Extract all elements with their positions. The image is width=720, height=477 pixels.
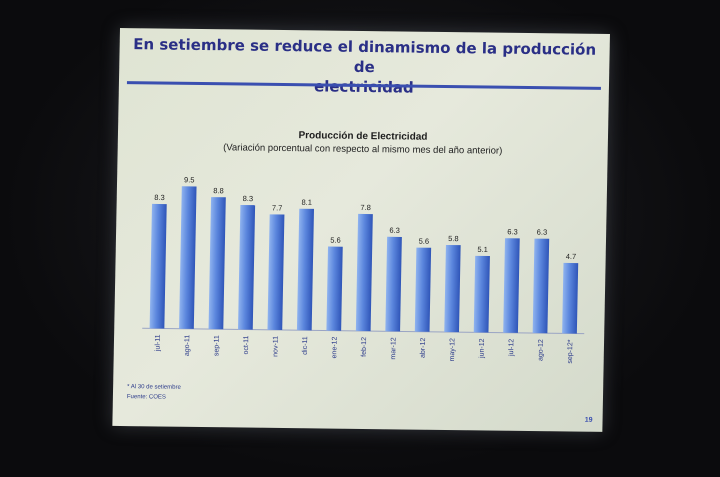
bar-ene-12 [326,246,343,331]
x-tick-label: mar-12 [390,337,397,359]
x-tick-label: sep-11 [213,335,220,356]
bar-sep-12* [562,262,579,334]
x-tick-label: abr-12 [420,338,427,358]
value-label: 5.1 [477,245,488,254]
value-label: 8.3 [154,193,165,202]
value-label: 6.3 [507,227,518,236]
value-label: 5.8 [448,234,459,243]
bar-chart: 8.3 jul-11 9.5 ago-11 8.8 sep-11 8.3 oct-11 7.7 n… [142,175,585,364]
x-tick-label: feb-12 [361,337,368,357]
bar-ago-11 [179,186,197,329]
value-label: 8.1 [301,198,312,207]
bar-mar-12 [385,236,402,332]
footnote-date: * Al 30 de setiembre [127,384,181,391]
bar-ago-12 [532,238,550,334]
x-tick-label: jul-12 [508,339,515,357]
value-label: 9.5 [184,175,195,184]
bar-nov-11 [267,214,285,330]
presentation-slide: En setiembre se reduce el dinamismo de l… [112,28,610,432]
bar-sep-11 [208,197,226,330]
value-label: 8.3 [243,194,254,203]
value-label: 4.7 [566,252,577,261]
x-tick-label: dic-11 [302,336,309,355]
slide-title-line1: En setiembre se reduce el dinamismo de l… [133,35,597,77]
x-tick-label: sep-12* [567,339,574,363]
value-label: 6.3 [537,228,548,237]
bar-jul-11 [149,203,167,329]
x-tick-label: jul-11 [155,334,162,352]
bar-oct-11 [238,204,256,330]
slide-title: En setiembre se reduce el dinamismo de l… [129,34,600,100]
x-tick-label: ene-12 [331,336,338,358]
x-tick-label: jun-12 [479,338,486,359]
page-number: 19 [584,416,593,424]
bar-jul-12 [503,238,520,333]
footnote-source: Fuente: COES [126,394,167,401]
x-tick-label: may-12 [449,338,456,362]
value-label: 8.8 [213,186,224,195]
bar-abr-12 [414,247,432,332]
bar-feb-12 [355,213,373,332]
bar-may-12 [444,244,461,333]
value-label: 5.6 [330,236,341,245]
value-label: 7.7 [272,203,283,212]
x-tick-label: ago-11 [184,335,191,356]
bar-jun-12 [473,255,490,333]
x-tick-label: ago-12 [537,339,544,361]
value-label: 7.8 [360,203,371,212]
bar-dic-11 [296,208,314,331]
value-label: 6.3 [389,226,400,235]
x-tick-label: nov-11 [272,336,279,357]
x-tick-label: oct-11 [243,335,250,354]
value-label: 5.6 [419,237,430,246]
